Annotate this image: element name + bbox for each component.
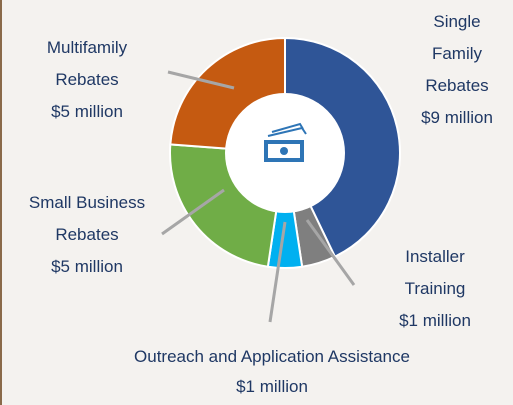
value-label: $1 million [236, 377, 308, 396]
money-icon [264, 122, 307, 162]
category-label: Multifamily Rebates [46, 38, 128, 89]
value-label: $5 million [51, 257, 123, 276]
category-label: Installer Training [404, 247, 466, 298]
category-label: Single Family Rebates [425, 12, 489, 95]
value-label: $5 million [51, 102, 123, 121]
label: Single Family Rebates $9 million [417, 6, 497, 134]
leader-line [161, 188, 225, 236]
value-label: $9 million [421, 108, 493, 127]
label: Outreach and Application Assistance $1 mi… [72, 342, 472, 402]
category-label: Small Business Rebates [28, 193, 146, 244]
value-label: $1 million [399, 311, 471, 330]
leader-line [305, 219, 356, 286]
category-label: Outreach and Application Assistance [134, 347, 410, 366]
leader-lines [161, 70, 356, 323]
label: Small Business Rebates $5 million [7, 187, 167, 283]
leader-line [167, 70, 235, 90]
label: Installer Training $1 million [385, 241, 485, 337]
leader-line [268, 221, 287, 323]
label: Multifamily Rebates $5 million [27, 32, 147, 128]
